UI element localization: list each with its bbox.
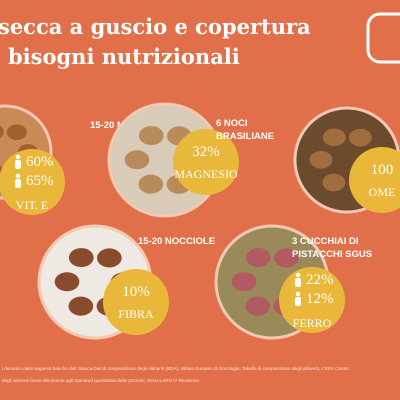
nut [348,128,372,147]
nut [245,248,271,268]
person-body [295,278,301,287]
stat: 60% [26,154,54,170]
nut [68,248,94,268]
item-label: 3 CUCCHIAI DI [292,236,359,247]
nut [322,128,346,147]
person-head [295,291,301,297]
nutrient: VIT. E [16,198,48,212]
person-body [15,179,21,188]
badge [103,269,169,335]
nut [68,296,94,316]
person-head [15,154,21,160]
nutrient: MAGNESIO [174,167,238,181]
logo-frame [366,12,400,64]
stat: 100 [371,162,394,178]
nut [54,272,80,292]
item-label: BRASILIANE [216,131,274,142]
title-line: secca a guscio e copertura [0,14,311,39]
stat: 10% [122,284,150,300]
nut [124,150,150,170]
person-head [295,272,301,278]
item-label: 6 NOCI [216,118,248,129]
stat: 22% [306,272,334,288]
item-label: 15-20 NOCCIOLE [138,236,215,247]
title-line: bisogni nutrizionali [8,44,240,69]
badge [349,147,400,213]
person-head [15,173,21,179]
nut [322,173,346,192]
nutrient: OME [369,185,396,199]
badge [173,129,239,195]
nut [274,248,299,268]
nutrient: FIBRA [118,307,154,321]
nut [97,248,122,268]
person-body [15,160,21,169]
nut [138,174,164,194]
nut [0,125,4,139]
nut [231,272,257,292]
nut [309,150,333,169]
stat: 65% [26,173,54,189]
footer-line: degli alimenti fanno riferimento agli St… [2,378,200,383]
nut [6,124,27,141]
nut [245,296,271,316]
person-body [295,297,301,306]
footer-line: i derivano dalle seguenti banche dati: B… [2,366,349,371]
nutrient: FERRO [293,316,332,330]
stat: 32% [192,144,220,160]
items: 15-20 MANDORLE60%65%VIT. E6 NOCIBRASILIA… [0,102,400,340]
stat: 12% [306,291,334,307]
item-label: PISTACCHI SGUS [292,249,372,260]
nut [138,126,164,146]
